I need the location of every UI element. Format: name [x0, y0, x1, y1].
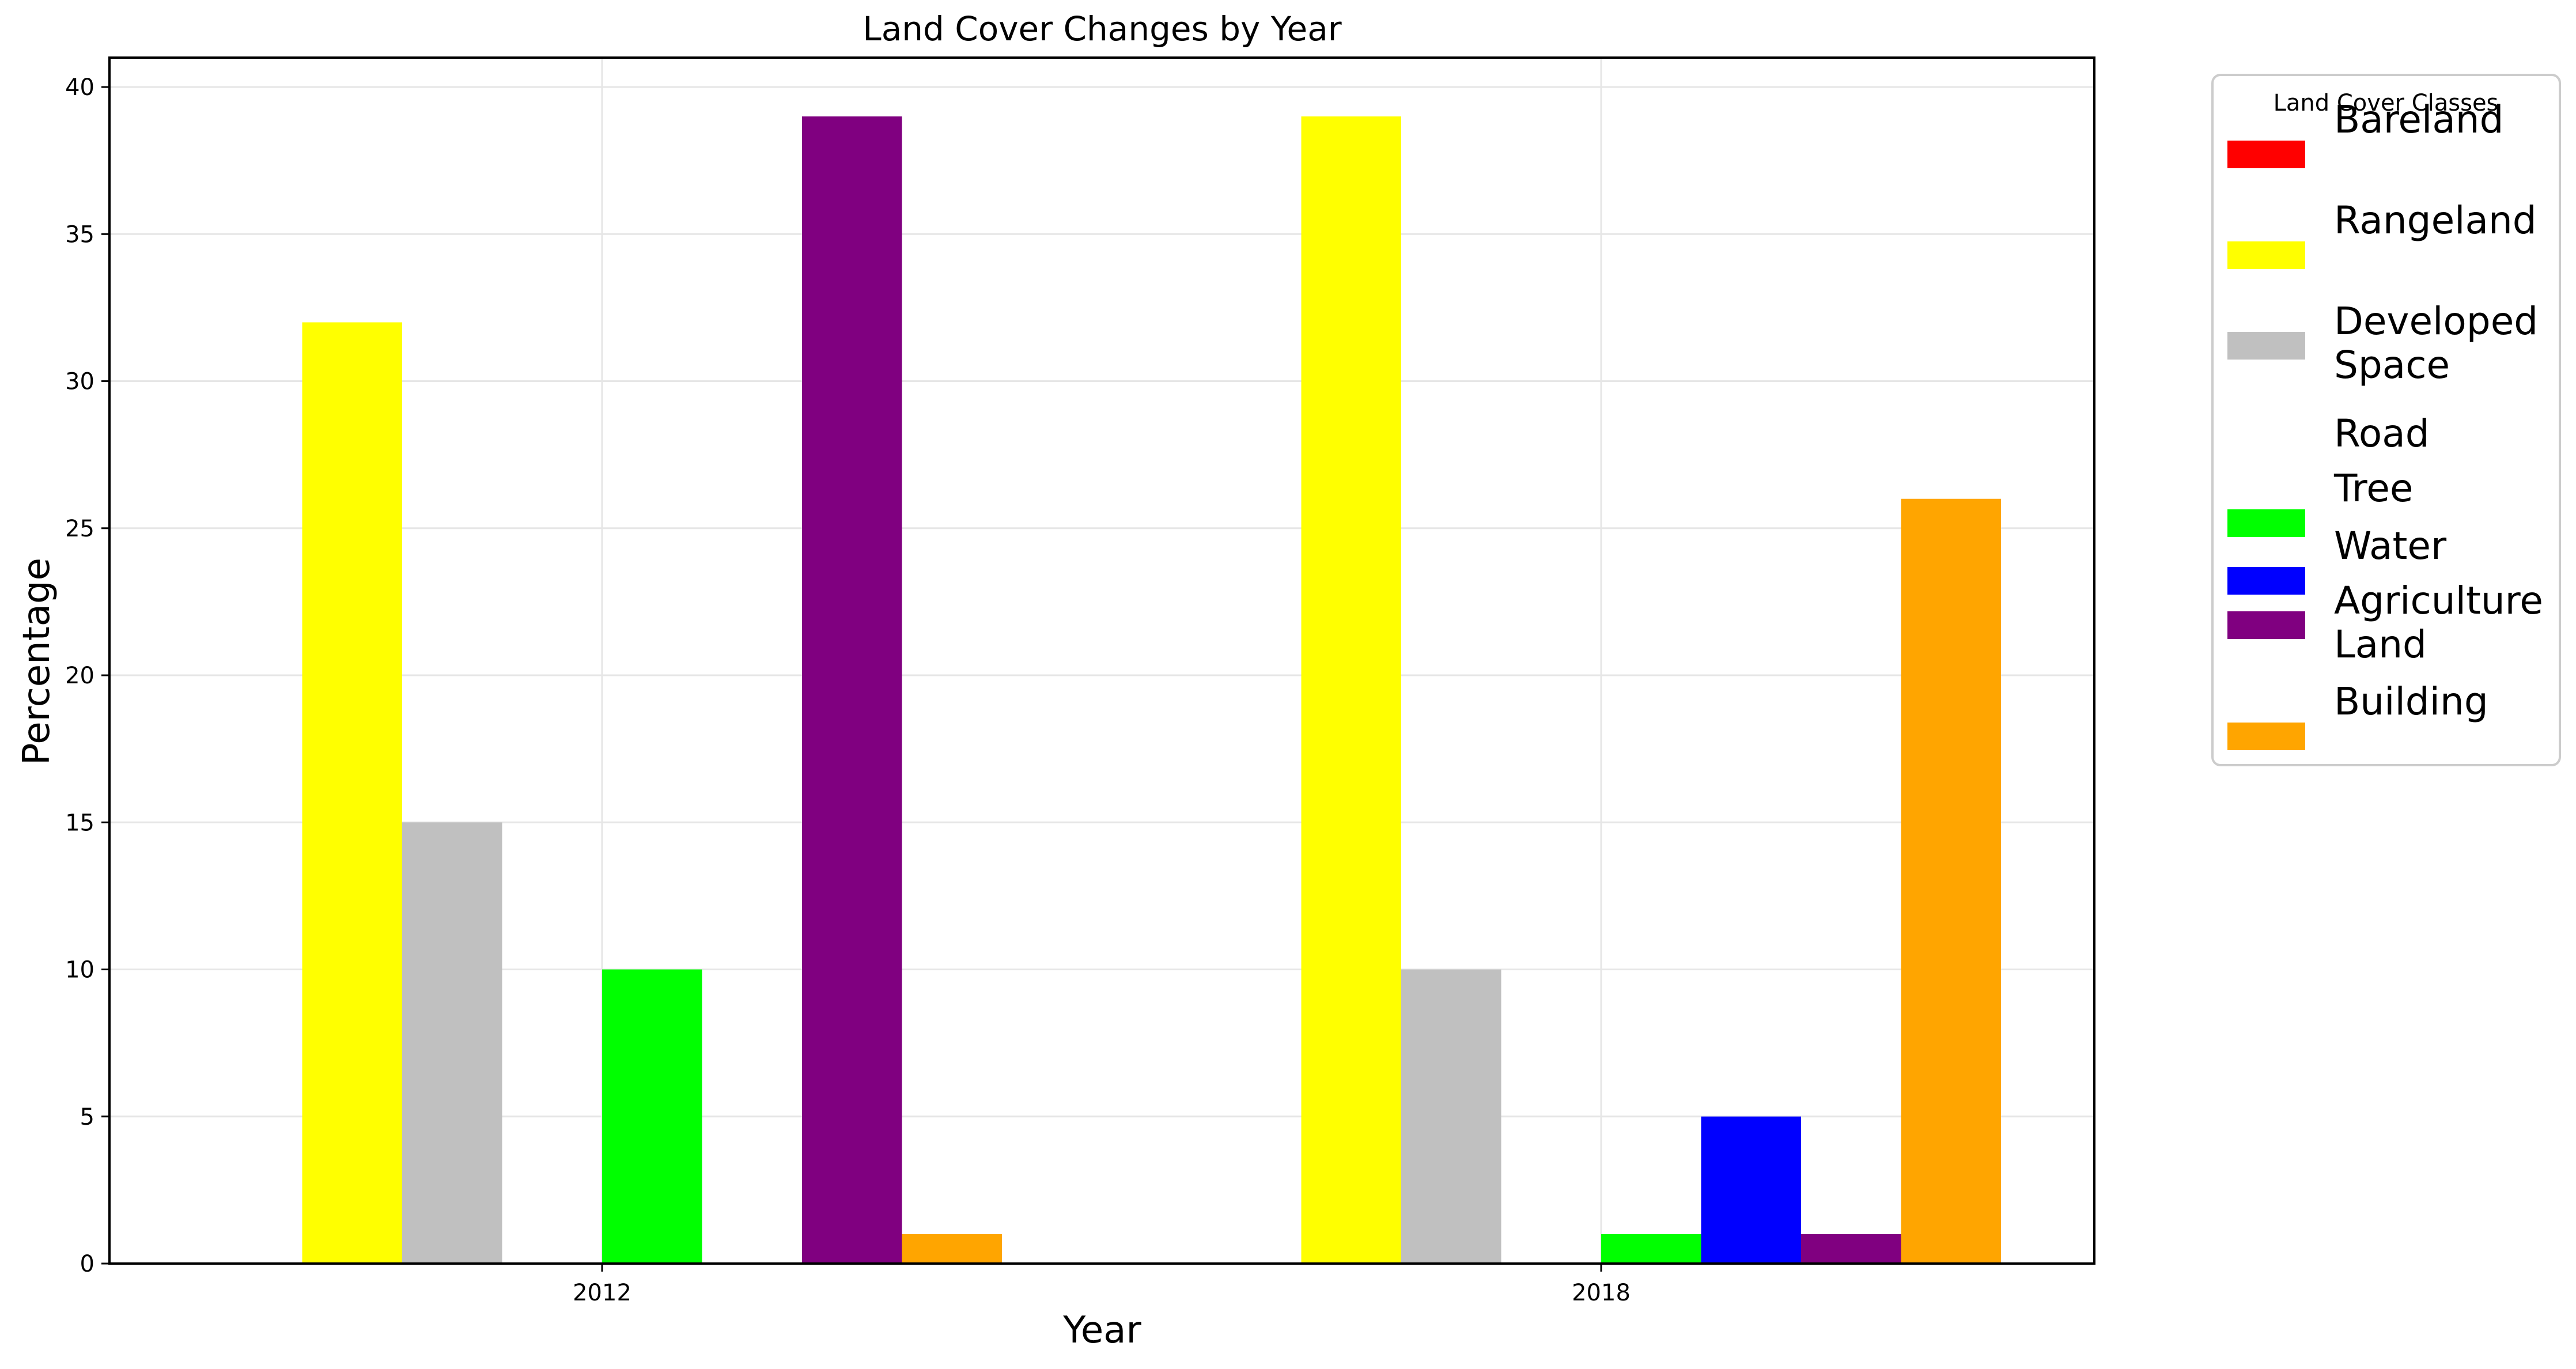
legend-swatch	[2227, 723, 2305, 750]
legend-label: Rangeland	[2334, 198, 2537, 243]
y-tick-label: 40	[65, 74, 94, 101]
y-tick-label: 15	[65, 810, 94, 836]
x-tick-label: 2012	[573, 1280, 631, 1306]
bar-developed-space-2012	[402, 822, 502, 1264]
y-tick-label: 35	[65, 221, 94, 248]
legend-swatch	[2227, 567, 2305, 595]
bar-rangeland-2018	[1301, 116, 1401, 1264]
legend-item-water: Water	[2227, 524, 2447, 595]
bar-developed-space-2018	[1401, 969, 1501, 1264]
legend-swatch	[2227, 509, 2305, 537]
bar-agriculture-land-2012	[802, 116, 902, 1264]
x-axis: 2012 2018	[573, 1264, 1631, 1306]
legend-label: Building	[2334, 679, 2488, 724]
bar-water-2018	[1701, 1116, 1801, 1264]
legend-item-rangeland: Rangeland	[2227, 198, 2537, 269]
y-tick-label: 25	[65, 516, 94, 542]
bar-tree-2018	[1601, 1234, 1701, 1264]
legend-label: Space	[2334, 343, 2450, 387]
x-tick-label: 2018	[1572, 1280, 1631, 1306]
y-tick-label: 10	[65, 957, 94, 984]
legend-swatch	[2227, 332, 2305, 360]
chart-title: Land Cover Changes by Year	[863, 9, 1341, 48]
legend-item-tree: Tree	[2227, 466, 2414, 537]
legend-label: Tree	[2333, 466, 2414, 510]
legend-swatch	[2227, 611, 2305, 639]
x-axis-label: Year	[1062, 1309, 1141, 1352]
legend-swatch	[2227, 241, 2305, 269]
plot-area-frame	[108, 56, 2095, 1265]
legend: Land Cover Classes Bareland Rangeland Deve…	[2211, 74, 2561, 766]
bars	[302, 116, 2001, 1264]
y-tick-label: 20	[65, 663, 94, 689]
legend-label: Agriculture	[2334, 578, 2543, 623]
bar-rangeland-2012	[302, 322, 402, 1264]
bar-agriculture-land-2018	[1801, 1234, 1901, 1264]
bar-building-2012	[902, 1234, 1002, 1264]
legend-label: Land	[2334, 622, 2427, 667]
y-axis-label: Percentage	[16, 558, 58, 765]
legend-label: Developed	[2334, 299, 2538, 343]
legend-label: Bareland	[2334, 97, 2504, 142]
bar-building-2018	[1901, 498, 2001, 1264]
legend-label: Water	[2334, 524, 2447, 568]
y-tick-label: 30	[65, 369, 94, 395]
legend-item-road: Road	[2227, 411, 2430, 482]
y-axis: 0 5 10 15 20 25 30 35 40	[65, 74, 109, 1277]
legend-item-bareland: Bareland	[2227, 97, 2504, 168]
legend-item-building: Building	[2227, 679, 2488, 750]
y-tick-label: 0	[80, 1251, 94, 1277]
legend-swatch	[2227, 141, 2305, 168]
legend-swatch	[2227, 455, 2305, 482]
y-tick-label: 5	[80, 1104, 94, 1130]
legend-title: Land Cover Classes	[2274, 90, 2499, 116]
bar-tree-2012	[602, 969, 702, 1264]
legend-label: Road	[2334, 411, 2430, 456]
